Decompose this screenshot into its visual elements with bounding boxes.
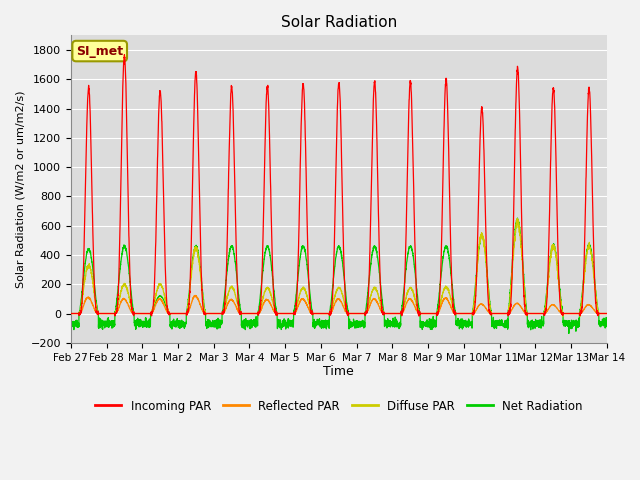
Legend: Incoming PAR, Reflected PAR, Diffuse PAR, Net Radiation: Incoming PAR, Reflected PAR, Diffuse PAR… <box>90 395 588 417</box>
Y-axis label: Solar Radiation (W/m2 or um/m2/s): Solar Radiation (W/m2 or um/m2/s) <box>15 90 25 288</box>
X-axis label: Time: Time <box>323 365 354 378</box>
Title: Solar Radiation: Solar Radiation <box>281 15 397 30</box>
Text: SI_met: SI_met <box>76 45 124 58</box>
